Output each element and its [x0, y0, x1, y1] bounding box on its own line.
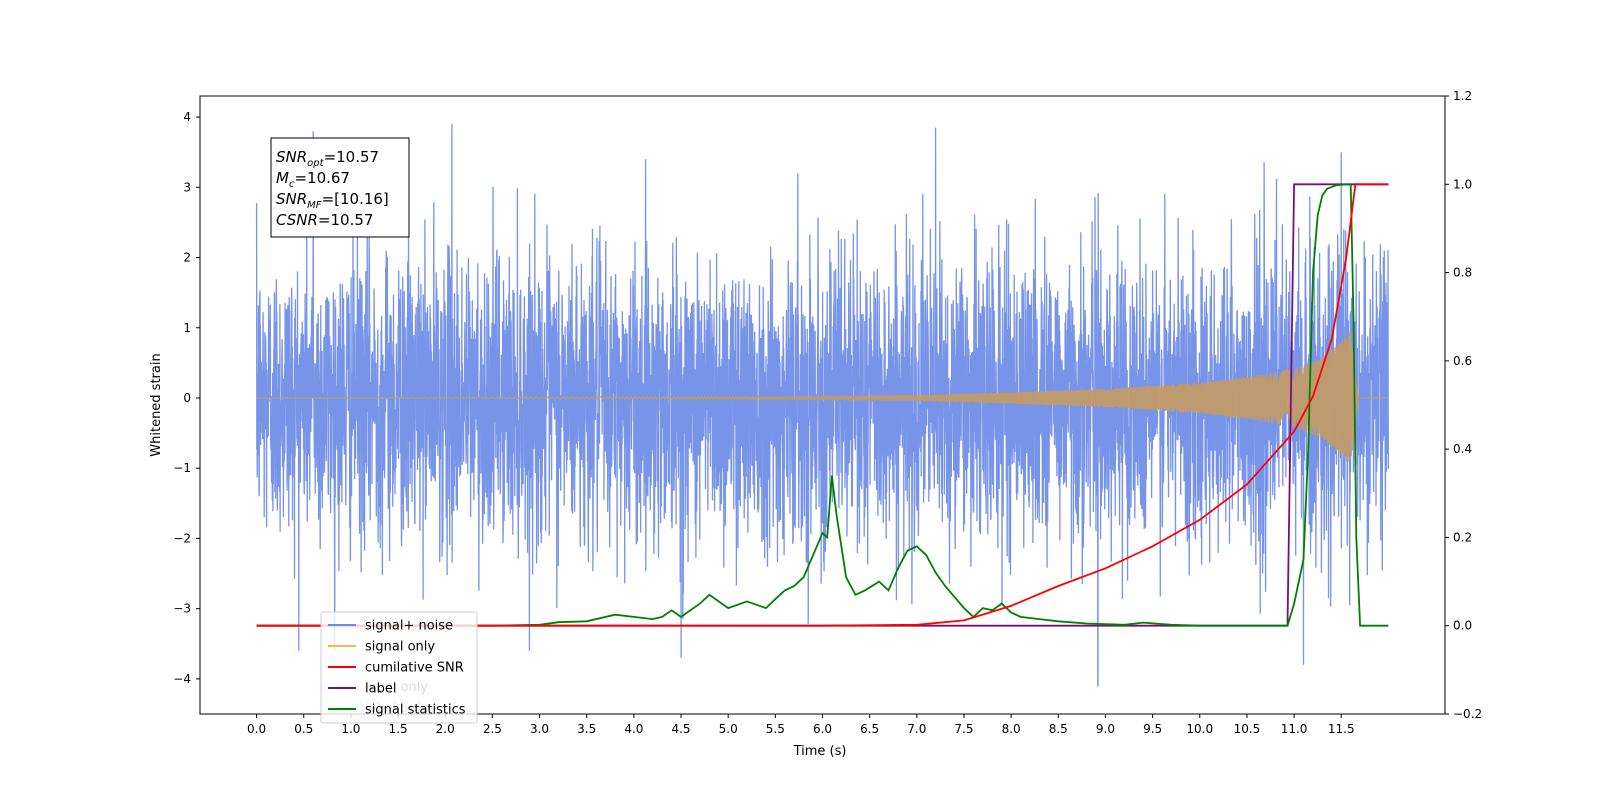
legend-ghost-text: label only — [365, 680, 428, 695]
x-tick-label: 9.5 — [1143, 722, 1162, 736]
y-tick-label: −2 — [173, 531, 191, 545]
x-tick-label: 8.5 — [1049, 722, 1068, 736]
x-tick-label: 7.0 — [907, 722, 926, 736]
x-tick-label: 1.0 — [341, 722, 360, 736]
y-tick-label: −1 — [173, 461, 191, 475]
y2-tick-label: 0.2 — [1453, 530, 1472, 544]
x-tick-label: 10.0 — [1186, 722, 1213, 736]
x-tick-label: 7.5 — [954, 722, 973, 736]
legend-entry-label: signal+ noise — [365, 619, 453, 634]
x-tick-label: 11.5 — [1328, 722, 1355, 736]
x-tick-label: 5.0 — [719, 722, 738, 736]
annotation-line: SNRMF=[10.16] — [276, 190, 389, 211]
x-axis-label: Time (s) — [793, 744, 847, 759]
y-tick-label: −4 — [173, 672, 191, 686]
annotation-line: Mc=10.67 — [276, 169, 350, 190]
y-tick-label: 0 — [183, 391, 191, 405]
series-signal-only-line — [256, 332, 1389, 461]
x-tick-label: 8.0 — [1002, 722, 1021, 736]
signal-series — [256, 332, 1389, 461]
y-tick-label: 3 — [183, 180, 191, 194]
y-tick-label: −3 — [173, 602, 191, 616]
series-signal-noise-line — [255, 124, 1390, 687]
x-tick-label: 2.0 — [436, 722, 455, 736]
series-signal-statistics-line — [256, 183, 1389, 627]
x-tick-label: 9.0 — [1096, 722, 1115, 736]
legend-frame — [320, 611, 478, 724]
annotation-frame — [270, 137, 410, 238]
legend-entry-label: label — [365, 682, 396, 697]
y-axis-label: Whitened strain — [149, 353, 164, 456]
annotation-line: SNRopt=10.57 — [276, 148, 379, 169]
x-tick-label: 3.5 — [577, 722, 596, 736]
x-axis: 0.0 0.5 1.0 1.5 2.0 2.5 3.0 3.5 4.0 4.5 5.0 5.5 6.0 6… — [247, 714, 1355, 736]
noise-series — [255, 124, 1390, 687]
y-tick-label: 1 — [183, 321, 191, 335]
legend-entry-label: cumilative SNR — [365, 661, 464, 676]
legend-ghost-text: label only — [365, 701, 428, 716]
legend-entry-label: signal statistics — [365, 703, 466, 718]
annotation-line: CSNR=10.57 — [276, 211, 373, 229]
x-tick-label: 0.0 — [247, 722, 266, 736]
legend: label only label only signal+ noise signal … — [320, 611, 478, 724]
y2-tick-label: 1.2 — [1453, 89, 1472, 103]
series-cumulative-snr-line — [256, 183, 1389, 627]
y2-tick-label: −0.2 — [1453, 707, 1482, 721]
x-tick-label: 1.5 — [389, 722, 408, 736]
x-tick-label: 6.0 — [813, 722, 832, 736]
y2-tick-label: 0.0 — [1453, 619, 1472, 633]
x-tick-label: 11.0 — [1281, 722, 1308, 736]
x-tick-label: 5.5 — [766, 722, 785, 736]
right-axis-series — [256, 183, 1389, 627]
x-tick-label: 3.0 — [530, 722, 549, 736]
x-tick-label: 0.5 — [294, 722, 313, 736]
y-axis-left: 4 3 2 1 0 −1 −2 −3 −4 — [173, 110, 200, 686]
x-tick-label: 10.5 — [1234, 722, 1261, 736]
x-tick-label: 6.5 — [860, 722, 879, 736]
x-tick-label: 4.0 — [624, 722, 643, 736]
y-tick-label: 4 — [183, 110, 191, 124]
y2-tick-label: 0.4 — [1453, 442, 1472, 456]
y2-tick-label: 1.0 — [1453, 177, 1472, 191]
x-tick-label: 2.5 — [483, 722, 502, 736]
legend-entry-label: signal only — [365, 640, 435, 655]
y2-tick-label: 0.6 — [1453, 354, 1472, 368]
y-tick-label: 2 — [183, 251, 191, 265]
x-tick-label: 4.5 — [671, 722, 690, 736]
y-axis-right: 1.2 1.0 0.8 0.6 0.4 0.2 0.0 −0.2 — [1445, 89, 1482, 721]
y2-tick-label: 0.8 — [1453, 266, 1472, 280]
snr-annotation-box: SNRopt=10.57Mc=10.67SNRMF=[10.16]CSNR=10… — [270, 137, 410, 238]
